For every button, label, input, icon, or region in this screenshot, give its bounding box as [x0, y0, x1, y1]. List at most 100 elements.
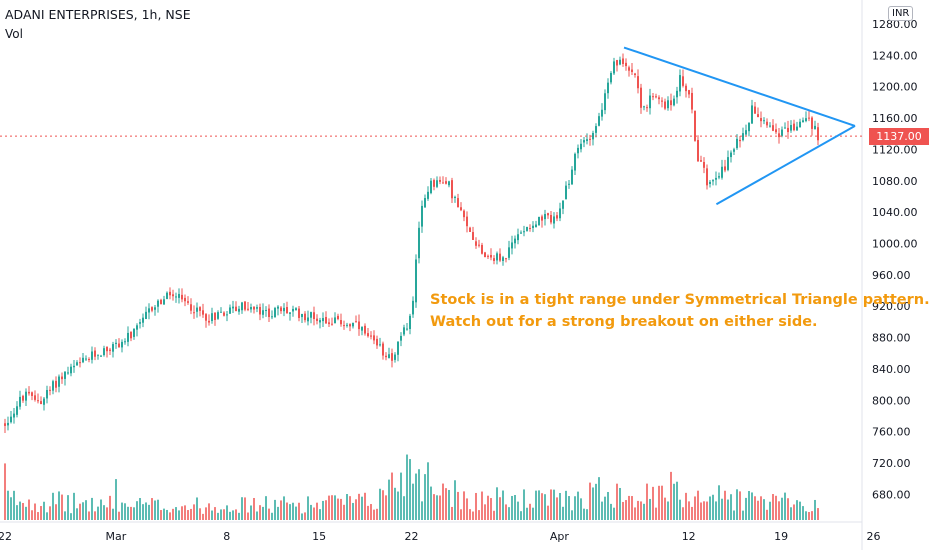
volume-bar [13, 490, 15, 520]
candle-body [412, 300, 414, 315]
volume-bar [691, 506, 693, 520]
candle-body [394, 354, 396, 360]
volume-bar [433, 494, 435, 520]
candle-body [340, 320, 342, 325]
volume-bar [100, 499, 102, 520]
volume-bar [652, 486, 654, 520]
volume-bar [139, 498, 141, 520]
candle-body [319, 320, 321, 323]
volume-bar [208, 503, 210, 520]
volume-bar [793, 504, 795, 520]
volume-bar [301, 513, 303, 520]
volume-bar [616, 483, 618, 520]
volume-bar [352, 502, 354, 520]
candle-body [580, 143, 582, 150]
volume-bar [649, 498, 651, 520]
candle-body [247, 308, 249, 310]
candle-body [496, 253, 498, 261]
volume-bar [481, 491, 483, 520]
time-tick-label: Mar [105, 530, 126, 543]
volume-bar [754, 496, 756, 520]
price-tick-label: 1040.00 [872, 206, 918, 219]
volume-bar [601, 501, 603, 520]
candle-body [34, 395, 36, 400]
volume-bar [598, 477, 600, 520]
volume-bar [361, 496, 363, 520]
volume-bar [307, 496, 309, 520]
volume-bar [484, 504, 486, 520]
volume-bar [532, 507, 534, 520]
time-tick-label: 26 [866, 530, 880, 543]
time-tick-label: 15 [312, 530, 326, 543]
volume-bar [583, 508, 585, 520]
volume-bar [262, 506, 264, 520]
volume-bar [376, 508, 378, 520]
candle-body [703, 161, 705, 168]
candle-body [631, 69, 633, 72]
volume-bar [517, 501, 519, 520]
price-axis[interactable]: 680.00 720.00 760.00 800.00 840.00 880.00 920.… [872, 18, 918, 501]
candle-body [610, 73, 612, 83]
candle-body [568, 183, 570, 185]
candle-body [757, 114, 759, 118]
volume-legend-label[interactable]: Vol [5, 27, 23, 41]
candle-body [391, 353, 393, 361]
candle-body [661, 100, 663, 102]
volume-bar [292, 502, 294, 520]
candle-body [307, 317, 309, 322]
volume-bar [604, 496, 606, 520]
time-axis[interactable]: 22 Mar 8 15 22 Apr 12 19 26 [0, 530, 880, 543]
candle-body [106, 346, 108, 352]
candle-body [73, 365, 75, 368]
candle-body [283, 307, 285, 312]
candle-body [466, 216, 468, 227]
currency-badge[interactable]: INR [888, 6, 914, 21]
triangle-trendlines[interactable] [623, 46, 856, 206]
candle-body [370, 335, 372, 337]
candle-body [286, 307, 288, 314]
volume-bar [661, 485, 663, 520]
volume-bar [697, 490, 699, 520]
candle-body [673, 98, 675, 106]
volume-bar [358, 493, 360, 520]
volume-bar [736, 489, 738, 520]
candle-body [88, 358, 90, 360]
candle-body [553, 216, 555, 224]
candle-body [817, 127, 819, 141]
candle-body [10, 416, 12, 423]
volume-bar [742, 510, 744, 520]
volume-bar [769, 501, 771, 520]
volume-bar [451, 506, 453, 520]
candle-body [112, 344, 114, 352]
candle-body [256, 307, 258, 309]
volume-bar [394, 487, 396, 520]
candle-body [556, 215, 558, 219]
volume-bar [70, 513, 72, 520]
candle-body [337, 315, 339, 320]
volume-bar [112, 508, 114, 520]
candle-body [685, 85, 687, 92]
candle-body [649, 95, 651, 109]
price-tick-label: 760.00 [872, 426, 911, 439]
candle-body [571, 169, 573, 185]
volume-bar [187, 510, 189, 520]
volume-bar [679, 499, 681, 520]
candle-body [805, 118, 807, 121]
volume-bar [706, 501, 708, 520]
volume-bar [571, 510, 573, 520]
annotation-line-2: Watch out for a strong breakout on eithe… [430, 314, 818, 330]
volume-bar [247, 512, 249, 520]
volume-bar [121, 502, 123, 520]
symbol-title[interactable]: ADANI ENTERPRISES, 1h, NSE [5, 7, 191, 22]
volume-bar [124, 503, 126, 520]
candle-body [115, 342, 117, 344]
volume-bar [799, 501, 801, 520]
candle-body [124, 341, 126, 343]
time-tick-label: 19 [774, 530, 788, 543]
candle-body [814, 125, 816, 130]
volume-bar [745, 497, 747, 520]
candle-body [205, 314, 207, 321]
candle-body [523, 231, 525, 233]
volume-bar [664, 497, 666, 520]
